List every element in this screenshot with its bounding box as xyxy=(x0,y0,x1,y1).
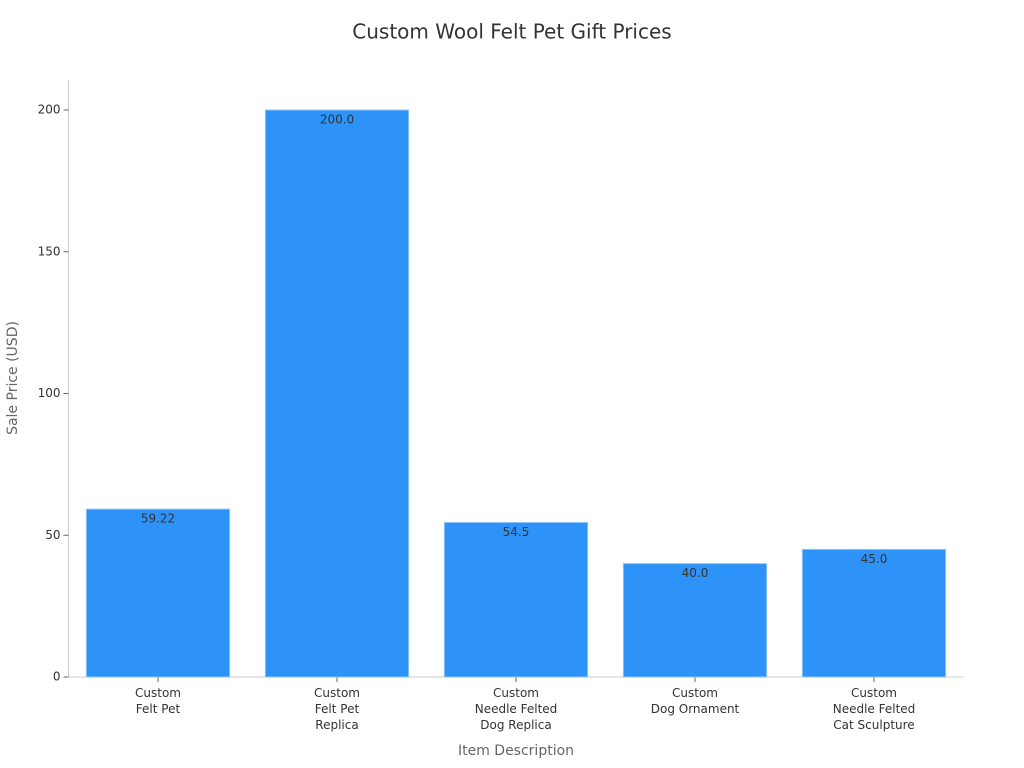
x-tick-label: Custom Felt Pet Replica xyxy=(314,686,360,732)
x-tick-label: Custom Dog Ornament xyxy=(651,686,740,716)
y-tick-label: 50 xyxy=(45,528,60,542)
data-label: 40.0 xyxy=(682,566,709,580)
chart-title: Custom Wool Felt Pet Gift Prices xyxy=(352,20,671,44)
data-label: 45.0 xyxy=(861,552,888,566)
y-tick-label: 150 xyxy=(38,244,61,258)
data-label: 200.0 xyxy=(320,113,354,127)
data-label: 59.22 xyxy=(141,512,175,526)
bar xyxy=(85,508,231,678)
x-axis-label: Item Description xyxy=(458,743,574,759)
bar xyxy=(622,563,768,678)
x-tick-label: Custom Felt Pet xyxy=(135,686,181,716)
x-tick-label: Custom Needle Felted Dog Replica xyxy=(475,686,558,732)
bar xyxy=(264,109,410,678)
data-label: 54.5 xyxy=(503,525,530,539)
y-axis-label: Sale Price (USD) xyxy=(5,321,21,435)
bar xyxy=(443,521,589,678)
y-tick-label: 200 xyxy=(38,103,61,117)
x-tick-label: Custom Needle Felted Cat Sculpture xyxy=(833,686,916,732)
bar xyxy=(801,548,947,678)
y-tick-label: 0 xyxy=(53,670,61,684)
y-tick-label: 100 xyxy=(38,386,61,400)
